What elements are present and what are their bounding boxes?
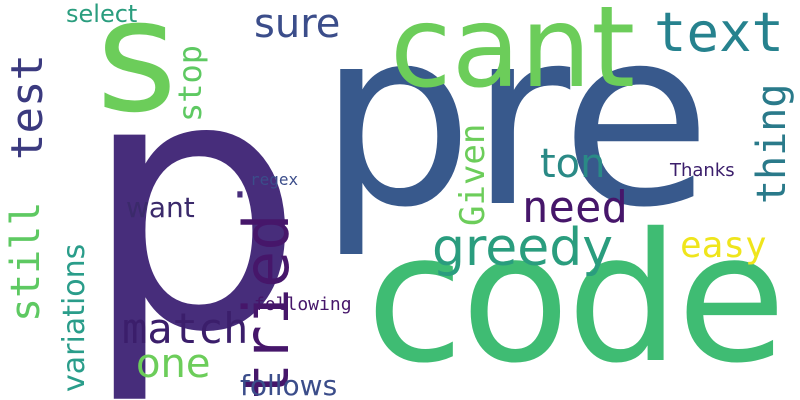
word-regex: regex [250, 170, 299, 189]
word-test: test [2, 54, 53, 160]
word-need: need [522, 182, 628, 233]
word-code: code [366, 195, 786, 400]
word-s: s [96, 0, 178, 147]
word-still: still [3, 201, 49, 322]
word-match: match [122, 304, 249, 353]
word-select: select [66, 0, 138, 28]
word-greedy: greedy [432, 218, 614, 278]
word-dot: · [232, 166, 248, 224]
word-stop: stop [171, 44, 209, 122]
word-thanks: Thanks [670, 160, 735, 181]
word-thing: thing [749, 83, 795, 204]
word-given: Given [453, 123, 493, 226]
word-ton: ton [540, 141, 606, 187]
word-following: following [254, 294, 352, 315]
word-follows: follows [240, 369, 338, 400]
word-pre: pre [318, 0, 712, 261]
word-p: p [82, 1, 305, 400]
word-sure: sure [254, 1, 341, 47]
word-want: want [126, 191, 195, 224]
word-cant: cant [390, 0, 636, 113]
word-variations: variations [57, 243, 92, 392]
word-easy: easy [680, 225, 767, 266]
word-text: text [654, 1, 785, 64]
word-one: one [136, 341, 211, 387]
